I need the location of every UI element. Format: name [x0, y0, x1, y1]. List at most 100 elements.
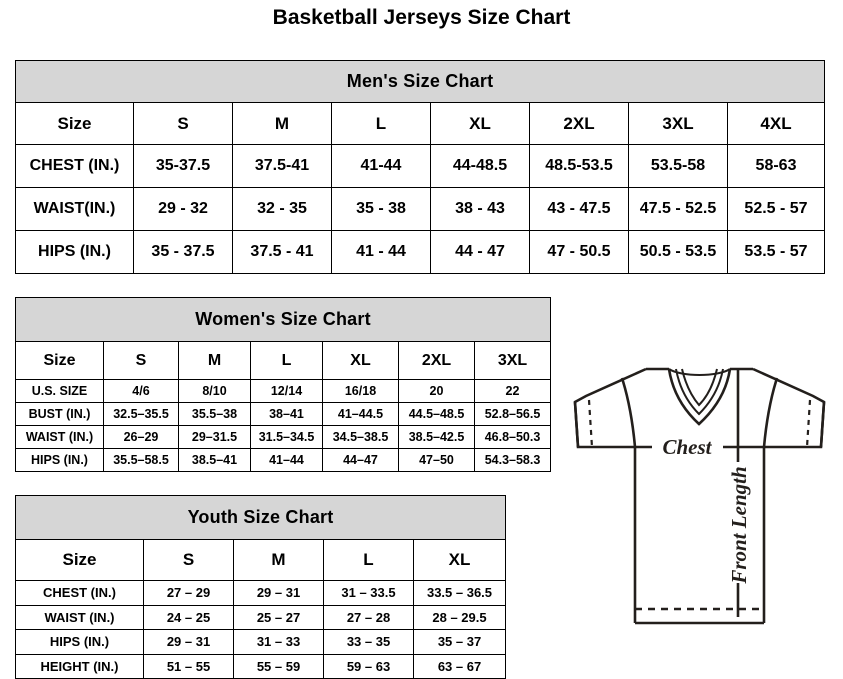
womens-col-header-3xl: 3XL	[473, 341, 552, 380]
youth-row-label-hips: HIPS (IN.)	[15, 629, 144, 655]
mens-chest-m: 37.5-41	[232, 144, 332, 188]
jersey-vneck-inner	[681, 368, 718, 407]
jersey-left-armhole	[620, 377, 637, 448]
womens-col-header-l: L	[250, 341, 323, 380]
jersey-vneck-middle	[675, 368, 724, 416]
mens-hips-m: 37.5 - 41	[232, 230, 332, 274]
mens-hips-s: 35 - 37.5	[133, 230, 233, 274]
youth-height-s: 51 – 55	[143, 653, 234, 679]
jersey-chest-label: Chest	[662, 435, 712, 459]
mens-col-header-l: L	[331, 102, 431, 145]
youth-col-header-m: M	[233, 539, 324, 581]
womens-bust-3xl: 52.8–56.5	[473, 402, 552, 426]
jersey-front-length-label: Front Length	[727, 466, 751, 584]
mens-hips-l: 41 - 44	[331, 230, 431, 274]
table-row: BUST (IN.) 32.5–35.5 35.5–38 38–41 41–44…	[15, 402, 552, 426]
womens-bust-2xl: 44.5–48.5	[398, 402, 475, 426]
womens-chart-caption: Women's Size Chart	[14, 297, 552, 342]
womens-row-label-us-size: U.S. SIZE	[15, 379, 104, 403]
mens-chest-l: 41-44	[331, 144, 431, 188]
mens-hips-3xl: 50.5 - 53.5	[628, 230, 728, 274]
youth-size-chart-table: Youth Size Chart Size S M L XL CHEST (IN…	[14, 495, 507, 679]
mens-waist-xl: 38 - 43	[430, 187, 530, 231]
mens-chart-caption: Men's Size Chart	[14, 60, 826, 103]
mens-chest-4xl: 58-63	[726, 144, 826, 188]
jersey-left-cuff-dashed	[587, 399, 594, 448]
youth-chart-caption: Youth Size Chart	[14, 495, 507, 540]
mens-chart-caption-row: Men's Size Chart	[14, 60, 826, 103]
mens-chest-2xl: 48.5-53.5	[529, 144, 629, 188]
womens-bust-m: 35.5–38	[178, 402, 251, 426]
table-row: HEIGHT (IN.) 51 – 55 55 – 59 59 – 63 63 …	[15, 653, 507, 679]
womens-bust-l: 38–41	[250, 402, 323, 426]
youth-hips-xl: 35 – 37	[412, 629, 507, 655]
youth-chest-l: 31 – 33.5	[323, 580, 414, 606]
youth-chart-caption-row: Youth Size Chart	[14, 495, 507, 540]
womens-hips-3xl: 54.3–58.3	[473, 448, 552, 472]
jersey-right-cuff-dashed	[805, 399, 812, 448]
youth-row-label-height: HEIGHT (IN.)	[15, 653, 144, 679]
womens-hips-2xl: 47–50	[398, 448, 475, 472]
womens-waist-s: 26–29	[103, 425, 179, 449]
youth-col-header-size: Size	[15, 539, 144, 581]
youth-chest-s: 27 – 29	[143, 580, 234, 606]
womens-row-label-waist: WAIST (IN.)	[15, 425, 104, 449]
youth-chest-xl: 33.5 – 36.5	[412, 580, 507, 606]
youth-row-label-waist: WAIST (IN.)	[15, 604, 144, 630]
youth-height-m: 55 – 59	[233, 653, 324, 679]
womens-ussize-2xl: 20	[398, 379, 475, 403]
jersey-vneck-outer	[667, 368, 732, 426]
youth-col-header-s: S	[143, 539, 234, 581]
youth-height-l: 59 – 63	[323, 653, 414, 679]
mens-col-header-4xl: 4XL	[726, 102, 826, 145]
youth-hips-s: 29 – 31	[143, 629, 234, 655]
mens-waist-m: 32 - 35	[232, 187, 332, 231]
womens-bust-s: 32.5–35.5	[103, 402, 179, 426]
womens-size-chart-table: Women's Size Chart Size S M L XL 2XL 3XL…	[14, 297, 552, 472]
mens-col-header-m: M	[232, 102, 332, 145]
table-row: WAIST(IN.) 29 - 32 32 - 35 35 - 38 38 - …	[15, 187, 826, 231]
womens-waist-xl: 34.5–38.5	[322, 425, 399, 449]
youth-waist-xl: 28 – 29.5	[412, 604, 507, 630]
womens-col-header-m: M	[178, 341, 251, 380]
youth-col-header-xl: XL	[412, 539, 507, 581]
womens-col-header-s: S	[103, 341, 179, 380]
mens-col-header-3xl: 3XL	[628, 102, 728, 145]
womens-col-header-size: Size	[15, 341, 104, 380]
mens-waist-4xl: 52.5 - 57	[726, 187, 826, 231]
youth-col-header-l: L	[323, 539, 414, 581]
womens-waist-m: 29–31.5	[178, 425, 251, 449]
womens-hips-s: 35.5–58.5	[103, 448, 179, 472]
womens-waist-l: 31.5–34.5	[250, 425, 323, 449]
mens-col-header-size: Size	[15, 102, 134, 145]
youth-waist-l: 27 – 28	[323, 604, 414, 630]
youth-chest-m: 29 – 31	[233, 580, 324, 606]
womens-hips-xl: 44–47	[322, 448, 399, 472]
mens-waist-s: 29 - 32	[133, 187, 233, 231]
jersey-right-sleeve-outline	[752, 367, 826, 449]
youth-waist-m: 25 – 27	[233, 604, 324, 630]
mens-chest-3xl: 53.5-58	[628, 144, 728, 188]
womens-hips-l: 41–44	[250, 448, 323, 472]
womens-ussize-xl: 16/18	[322, 379, 399, 403]
table-row: WAIST (IN.) 24 – 25 25 – 27 27 – 28 28 –…	[15, 604, 507, 630]
mens-col-header-xl: XL	[430, 102, 530, 145]
mens-waist-2xl: 43 - 47.5	[529, 187, 629, 231]
table-row: HIPS (IN.) 29 – 31 31 – 33 33 – 35 35 – …	[15, 629, 507, 655]
womens-ussize-3xl: 22	[473, 379, 552, 403]
mens-col-header-s: S	[133, 102, 233, 145]
page-title: Basketball Jerseys Size Chart	[272, 6, 571, 29]
mens-hips-2xl: 47 - 50.5	[529, 230, 629, 274]
womens-bust-xl: 41–44.5	[322, 402, 399, 426]
jersey-measurement-diagram: Chest Front Length	[556, 355, 843, 645]
womens-ussize-s: 4/6	[103, 379, 179, 403]
youth-hips-m: 31 – 33	[233, 629, 324, 655]
jersey-right-cuff-line	[819, 401, 826, 448]
table-row: HIPS (IN.) 35.5–58.5 38.5–41 41–44 44–47…	[15, 448, 552, 472]
womens-hips-m: 38.5–41	[178, 448, 251, 472]
youth-waist-s: 24 – 25	[143, 604, 234, 630]
youth-row-label-chest: CHEST (IN.)	[15, 580, 144, 606]
womens-chart-caption-row: Women's Size Chart	[14, 297, 552, 342]
mens-waist-3xl: 47.5 - 52.5	[628, 187, 728, 231]
mens-waist-l: 35 - 38	[331, 187, 431, 231]
